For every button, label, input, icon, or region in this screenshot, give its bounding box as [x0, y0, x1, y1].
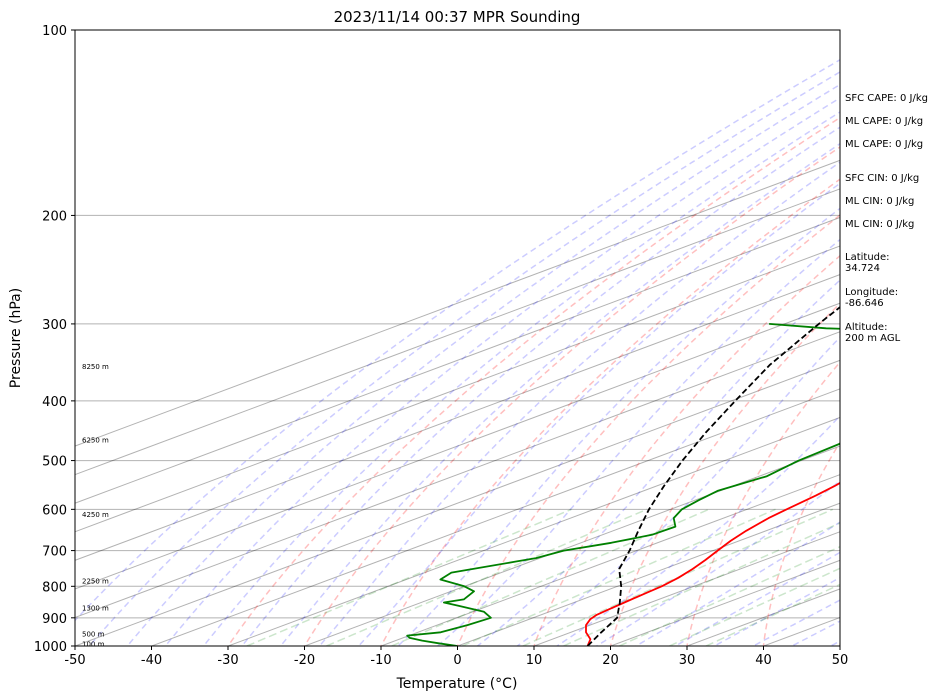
pressure-gridlines	[75, 29, 840, 647]
y-tick-label: 700	[42, 545, 67, 560]
height-label: 4250 m	[82, 511, 109, 519]
x-tick-label: 50	[832, 653, 849, 668]
dry-adiabat-line	[303, 146, 840, 646]
x-axis: -50 -40 -30 -20 -10 0 10 20 30 40 50	[64, 646, 848, 668]
x-tick-label: 30	[679, 653, 696, 668]
y-tick-label: 500	[42, 455, 67, 470]
moist-adiabat-line	[318, 161, 840, 646]
mixing-ratio-line	[669, 567, 840, 646]
ml-cape-text: ML CAPE: 0 J/kg	[845, 116, 924, 127]
y-tick-label: 900	[42, 612, 67, 627]
height-label: 1300 m	[82, 605, 109, 613]
x-tick-label: -50	[64, 653, 85, 668]
y-tick-label: 200	[42, 209, 67, 224]
isotherm-line	[150, 388, 840, 646]
x-tick-label: -20	[294, 653, 315, 668]
height-label: 500 m	[82, 631, 105, 639]
y-tick-label: 300	[42, 318, 67, 333]
isotherm-line	[75, 216, 840, 504]
dry-adiabat-line	[762, 441, 840, 646]
dry-adiabat-line	[533, 254, 840, 646]
ml-cin-text: ML CIN: 0 J/kg	[845, 196, 915, 207]
dry-adiabat-line	[609, 302, 840, 646]
plot-frame	[74, 29, 841, 647]
x-tick-label: -10	[370, 653, 391, 668]
moist-adiabat-line	[516, 336, 840, 646]
isotherm-line	[75, 359, 840, 646]
altitude-text: Altitude: 200 m AGL	[845, 322, 901, 344]
isotherm-line	[303, 445, 840, 646]
height-label: 100 m	[82, 640, 105, 648]
moist-adiabat-line	[712, 576, 840, 646]
moist-adiabat-line	[240, 126, 840, 646]
x-tick-label: -30	[217, 653, 238, 668]
isotherm-line	[75, 188, 840, 476]
height-label: 2250 m	[82, 578, 109, 586]
sfc-cin-text: SFC CIN: 0 J/kg	[845, 173, 920, 184]
isotherm-line	[75, 274, 840, 561]
y-tick-label: 100	[42, 24, 67, 39]
mixing-ratio-line	[326, 508, 648, 646]
parcel-trace	[586, 306, 840, 646]
latitude-text: Latitude: 34.724	[845, 252, 890, 274]
moist-adiabat-line	[279, 142, 840, 646]
dry-adiabat-line	[380, 178, 840, 646]
mixing-ratio-line	[563, 522, 840, 646]
moist-adiabat-line	[555, 414, 840, 646]
dry-adiabat-line	[227, 116, 840, 646]
moist-adiabat-line	[202, 111, 840, 646]
isotherm-line	[75, 245, 840, 533]
isotherm-line	[75, 331, 840, 619]
y-tick-label: 800	[42, 580, 67, 595]
moist-adiabat-line	[75, 58, 840, 622]
chart-title: 2023/11/14 00:37 MPR Sounding	[334, 8, 581, 26]
sounding-traces	[406, 306, 840, 646]
isotherm-line	[226, 416, 840, 646]
longitude-text: Longitude: -86.646	[845, 287, 899, 309]
ml-cin-text-2: ML CIN: 0 J/kg	[845, 219, 915, 230]
moist-adiabat-line	[595, 480, 840, 646]
isotherm-line	[379, 474, 840, 646]
mixing-ratio-line	[246, 508, 572, 646]
y-axis: 1000 900 800 700 600 500 400 300 200 100	[34, 24, 75, 655]
dewpoint-trace	[406, 323, 840, 646]
y-tick-label: 1000	[34, 640, 67, 655]
isotherm-line	[75, 159, 840, 447]
x-axis-title: Temperature (°C)	[396, 676, 518, 692]
y-tick-label: 400	[42, 395, 67, 410]
y-axis-title: Pressure (hPa)	[8, 288, 24, 388]
dry-adiabat-line	[686, 361, 840, 646]
height-label: 6250 m	[82, 436, 109, 444]
y-tick-label: 600	[42, 503, 67, 518]
moist-adiabat-line	[357, 182, 840, 646]
x-tick-label: 20	[602, 653, 619, 668]
isotherm-line	[532, 531, 840, 646]
mixing-ratio-line	[522, 508, 834, 646]
moist-adiabat-line	[126, 83, 840, 646]
x-tick-label: 40	[755, 653, 772, 668]
x-tick-label: 10	[526, 653, 543, 668]
mixing-ratio-line	[461, 508, 776, 646]
moist-adiabat-line	[751, 599, 840, 646]
moist-adiabat-line	[164, 96, 840, 646]
temperature-trace	[585, 481, 840, 646]
moist-adiabat-line	[436, 238, 840, 646]
background-lines	[75, 58, 840, 646]
x-tick-label: 0	[453, 653, 461, 668]
mixing-ratio-line	[618, 545, 840, 646]
isotherm-line	[75, 302, 840, 590]
mixing-ratio-line	[391, 508, 710, 646]
sfc-cape-text: SFC CAPE: 0 J/kg	[845, 93, 928, 104]
x-tick-label: -40	[141, 653, 162, 668]
ml-cape-text-2: ML CAPE: 0 J/kg	[845, 139, 924, 150]
moist-adiabat-line	[396, 207, 840, 646]
height-label: 8250 m	[82, 363, 109, 371]
isotherm-line	[456, 502, 840, 646]
